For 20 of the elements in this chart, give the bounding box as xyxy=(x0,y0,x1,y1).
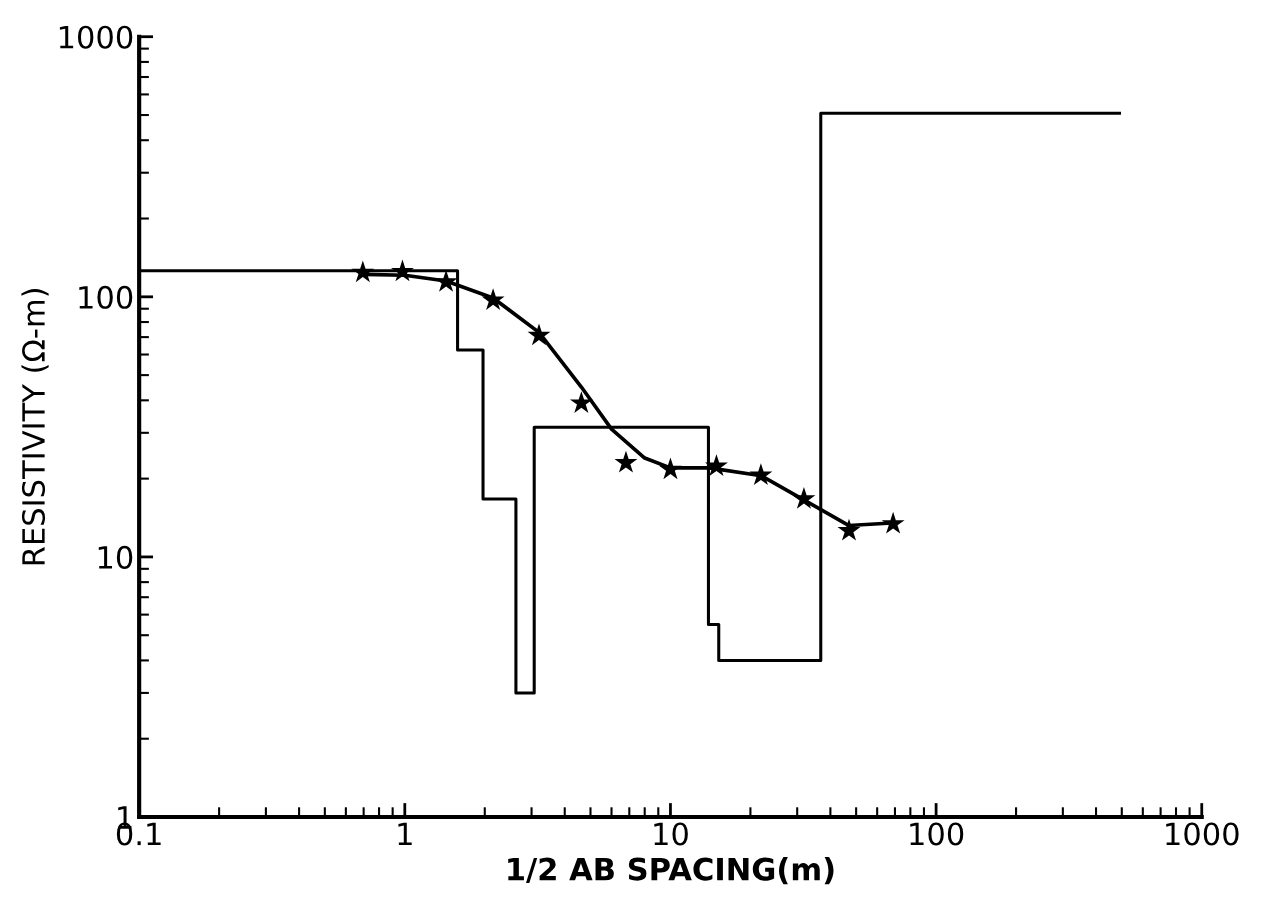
point xyxy=(705,454,728,477)
x-axis-title: 1/2 AB SPACING(m) xyxy=(508,857,834,885)
point xyxy=(391,259,414,282)
point xyxy=(614,450,638,473)
point xyxy=(659,457,682,480)
x-tick-label: 1 xyxy=(398,822,412,846)
point xyxy=(881,511,905,534)
point xyxy=(481,288,505,310)
point xyxy=(527,323,551,346)
x-tick-label: 10 xyxy=(654,822,688,846)
y-axis-title: RESISTIVITY (Ω-m) xyxy=(21,289,49,565)
y-tick-label: 10 xyxy=(98,545,133,569)
x-tick-label: 1000 xyxy=(1166,822,1239,846)
x-tick-label: 100 xyxy=(910,822,964,846)
point xyxy=(569,391,593,413)
point xyxy=(749,463,773,486)
y-tick-label: 1000 xyxy=(59,25,133,49)
point xyxy=(837,518,861,541)
point xyxy=(792,486,816,509)
y-tick-label: 100 xyxy=(79,285,133,309)
